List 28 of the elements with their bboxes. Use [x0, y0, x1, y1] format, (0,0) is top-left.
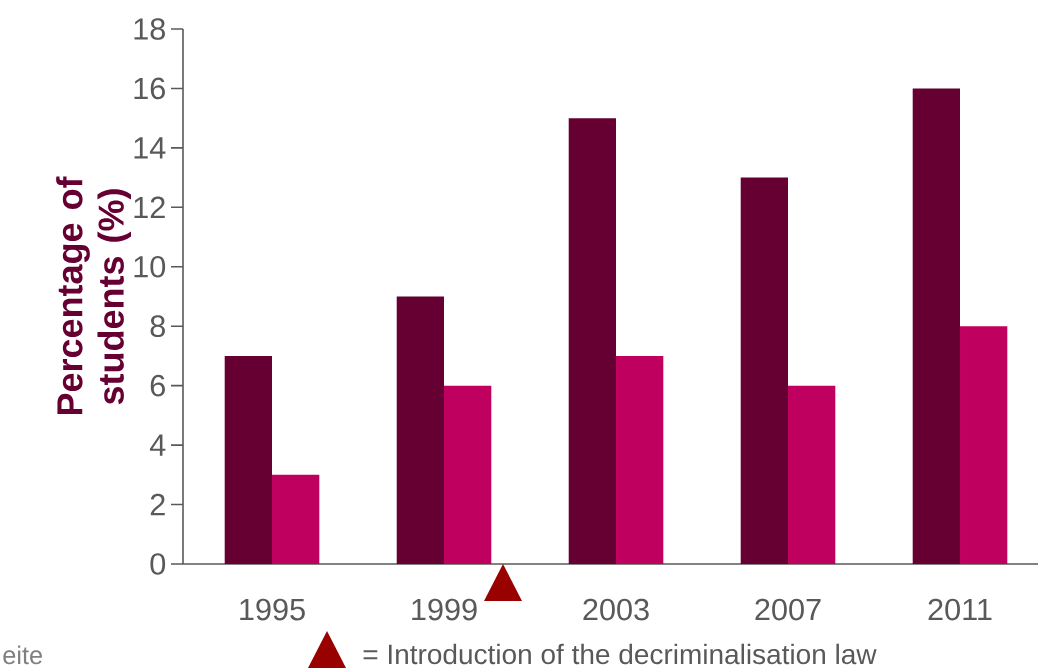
x-tick-label: 1999: [412, 598, 477, 621]
text: eite: [3, 645, 42, 665]
bar: [740, 177, 789, 564]
bar: [396, 296, 444, 564]
bar: [788, 385, 836, 564]
text: = Introduction of the decriminalisation law: [363, 643, 877, 665]
y-axis-title: Percentage of students (%): [56, 176, 132, 415]
x-tick-label: 1995: [240, 598, 305, 621]
y-tick-label: 18: [134, 18, 165, 40]
bar: [444, 385, 492, 564]
y-tick-label: 8: [150, 315, 165, 338]
y-tick-label: 4: [149, 434, 166, 456]
bar: [616, 355, 664, 564]
y-tick-label: 6: [150, 374, 165, 397]
bar: [960, 326, 1008, 564]
y-tick-label: 16: [134, 77, 165, 100]
bar: [912, 88, 961, 564]
x-tick-label: 2007: [755, 598, 821, 621]
y-tick-label: 12: [134, 196, 165, 219]
y-tick-label: 14: [134, 137, 166, 159]
x-tick-label: 2011: [928, 598, 992, 621]
bar: [568, 118, 617, 564]
bar: [272, 474, 320, 564]
y-tick-label: 2: [150, 493, 165, 516]
bar: [224, 355, 273, 564]
y-tick-label: 0: [150, 553, 166, 575]
x-tick-label: 2003: [583, 598, 649, 621]
y-tick-label: 10: [134, 255, 166, 278]
